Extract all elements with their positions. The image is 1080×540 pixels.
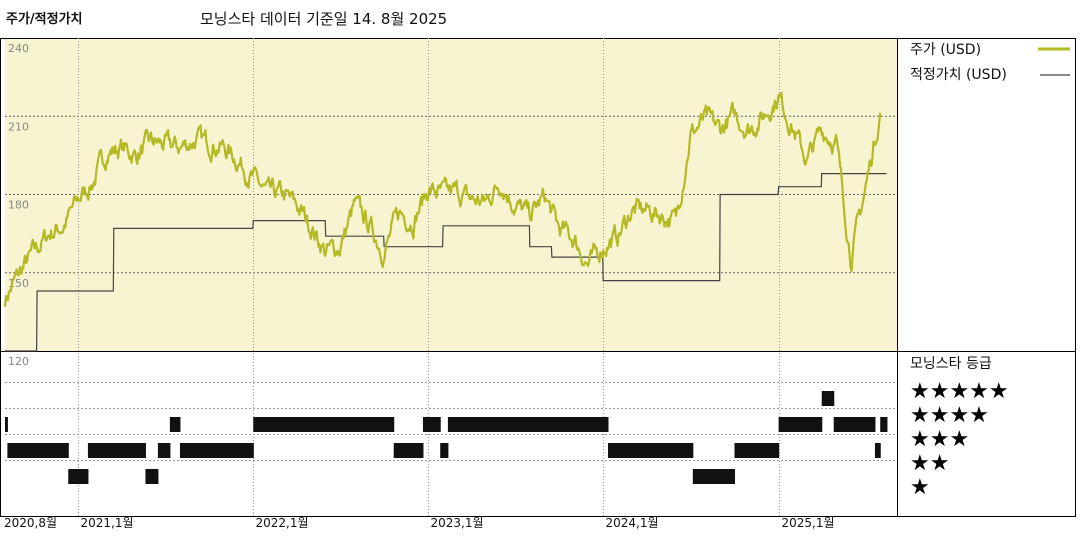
price-line (3, 91, 882, 307)
rating-legend-title: 모닝스타 등급 (910, 356, 992, 372)
x-tick-label: 2023,1월 (431, 516, 484, 530)
x-tick-label: 2022,1월 (256, 516, 309, 530)
y-tick-label: 240 (8, 42, 29, 55)
rating-bar-2-star (7, 443, 69, 458)
legend: 주가 (USD)적정가치 (USD)모닝스타 등급★★★★★★★★★★★★★★★ (910, 42, 1070, 500)
rating-bars (5, 391, 888, 484)
rating-bar-1-star (68, 469, 89, 484)
rating-bar-3-star (778, 417, 823, 432)
chart-subtitle: 모닝스타 데이터 기준일 14. 8월 2025 (200, 10, 448, 28)
y-tick-label: 120 (8, 355, 29, 368)
y-tick-label: 180 (8, 199, 29, 212)
rating-bar-2-star (179, 443, 254, 458)
chart-frame (0, 38, 1076, 517)
rating-bar-3-star (447, 417, 609, 432)
x-tick-label: 2024,1월 (606, 516, 659, 530)
rating-bar-3-star (169, 417, 181, 432)
rating-bar-3-star (253, 417, 395, 432)
rating-legend-stars: ★★★ (910, 427, 969, 452)
rating-bar-2-star (393, 443, 424, 458)
rating-legend-stars: ★★★★★ (910, 379, 1009, 404)
rating-bar-1-star (145, 469, 159, 484)
rating-bar-3-star (880, 417, 888, 432)
rating-legend-stars: ★ (910, 475, 930, 500)
x-tick-label: 2020,8월 (4, 516, 57, 530)
x-tick-label: 2021,1월 (81, 516, 134, 530)
rating-bar-2-star (440, 443, 449, 458)
fair-value-line (5, 173, 887, 352)
legend-label-price: 주가 (USD) (910, 42, 981, 58)
rating-bar-2-star (87, 443, 146, 458)
y-tick-label: 210 (8, 120, 29, 133)
y-gridlines (5, 115, 897, 274)
rating-legend-stars: ★★★★ (910, 403, 989, 428)
x-tick-labels: 2020,8월 2021,1월 2022,1월 2023,1월 2024,1월 2025,… (4, 516, 835, 530)
legend-label-fair-value: 적정가치 (USD) (910, 67, 1007, 83)
rating-bar-4-star (821, 391, 835, 406)
rating-bar-2-star (734, 443, 780, 458)
rating-legend-stars: ★★ (910, 451, 949, 476)
chart-title: 주가/적정가치 (6, 12, 83, 27)
rating-bar-3-star (5, 417, 8, 432)
rating-gridlines (5, 382, 897, 461)
rating-bar-3-star (422, 417, 441, 432)
rating-bar-2-star (607, 443, 694, 458)
rating-bar-3-star (833, 417, 876, 432)
rating-bar-2-star (157, 443, 171, 458)
x-tick-label: 2025,1월 (782, 516, 835, 530)
rating-bar-1-star (692, 469, 736, 484)
rating-bar-2-star (874, 443, 881, 458)
